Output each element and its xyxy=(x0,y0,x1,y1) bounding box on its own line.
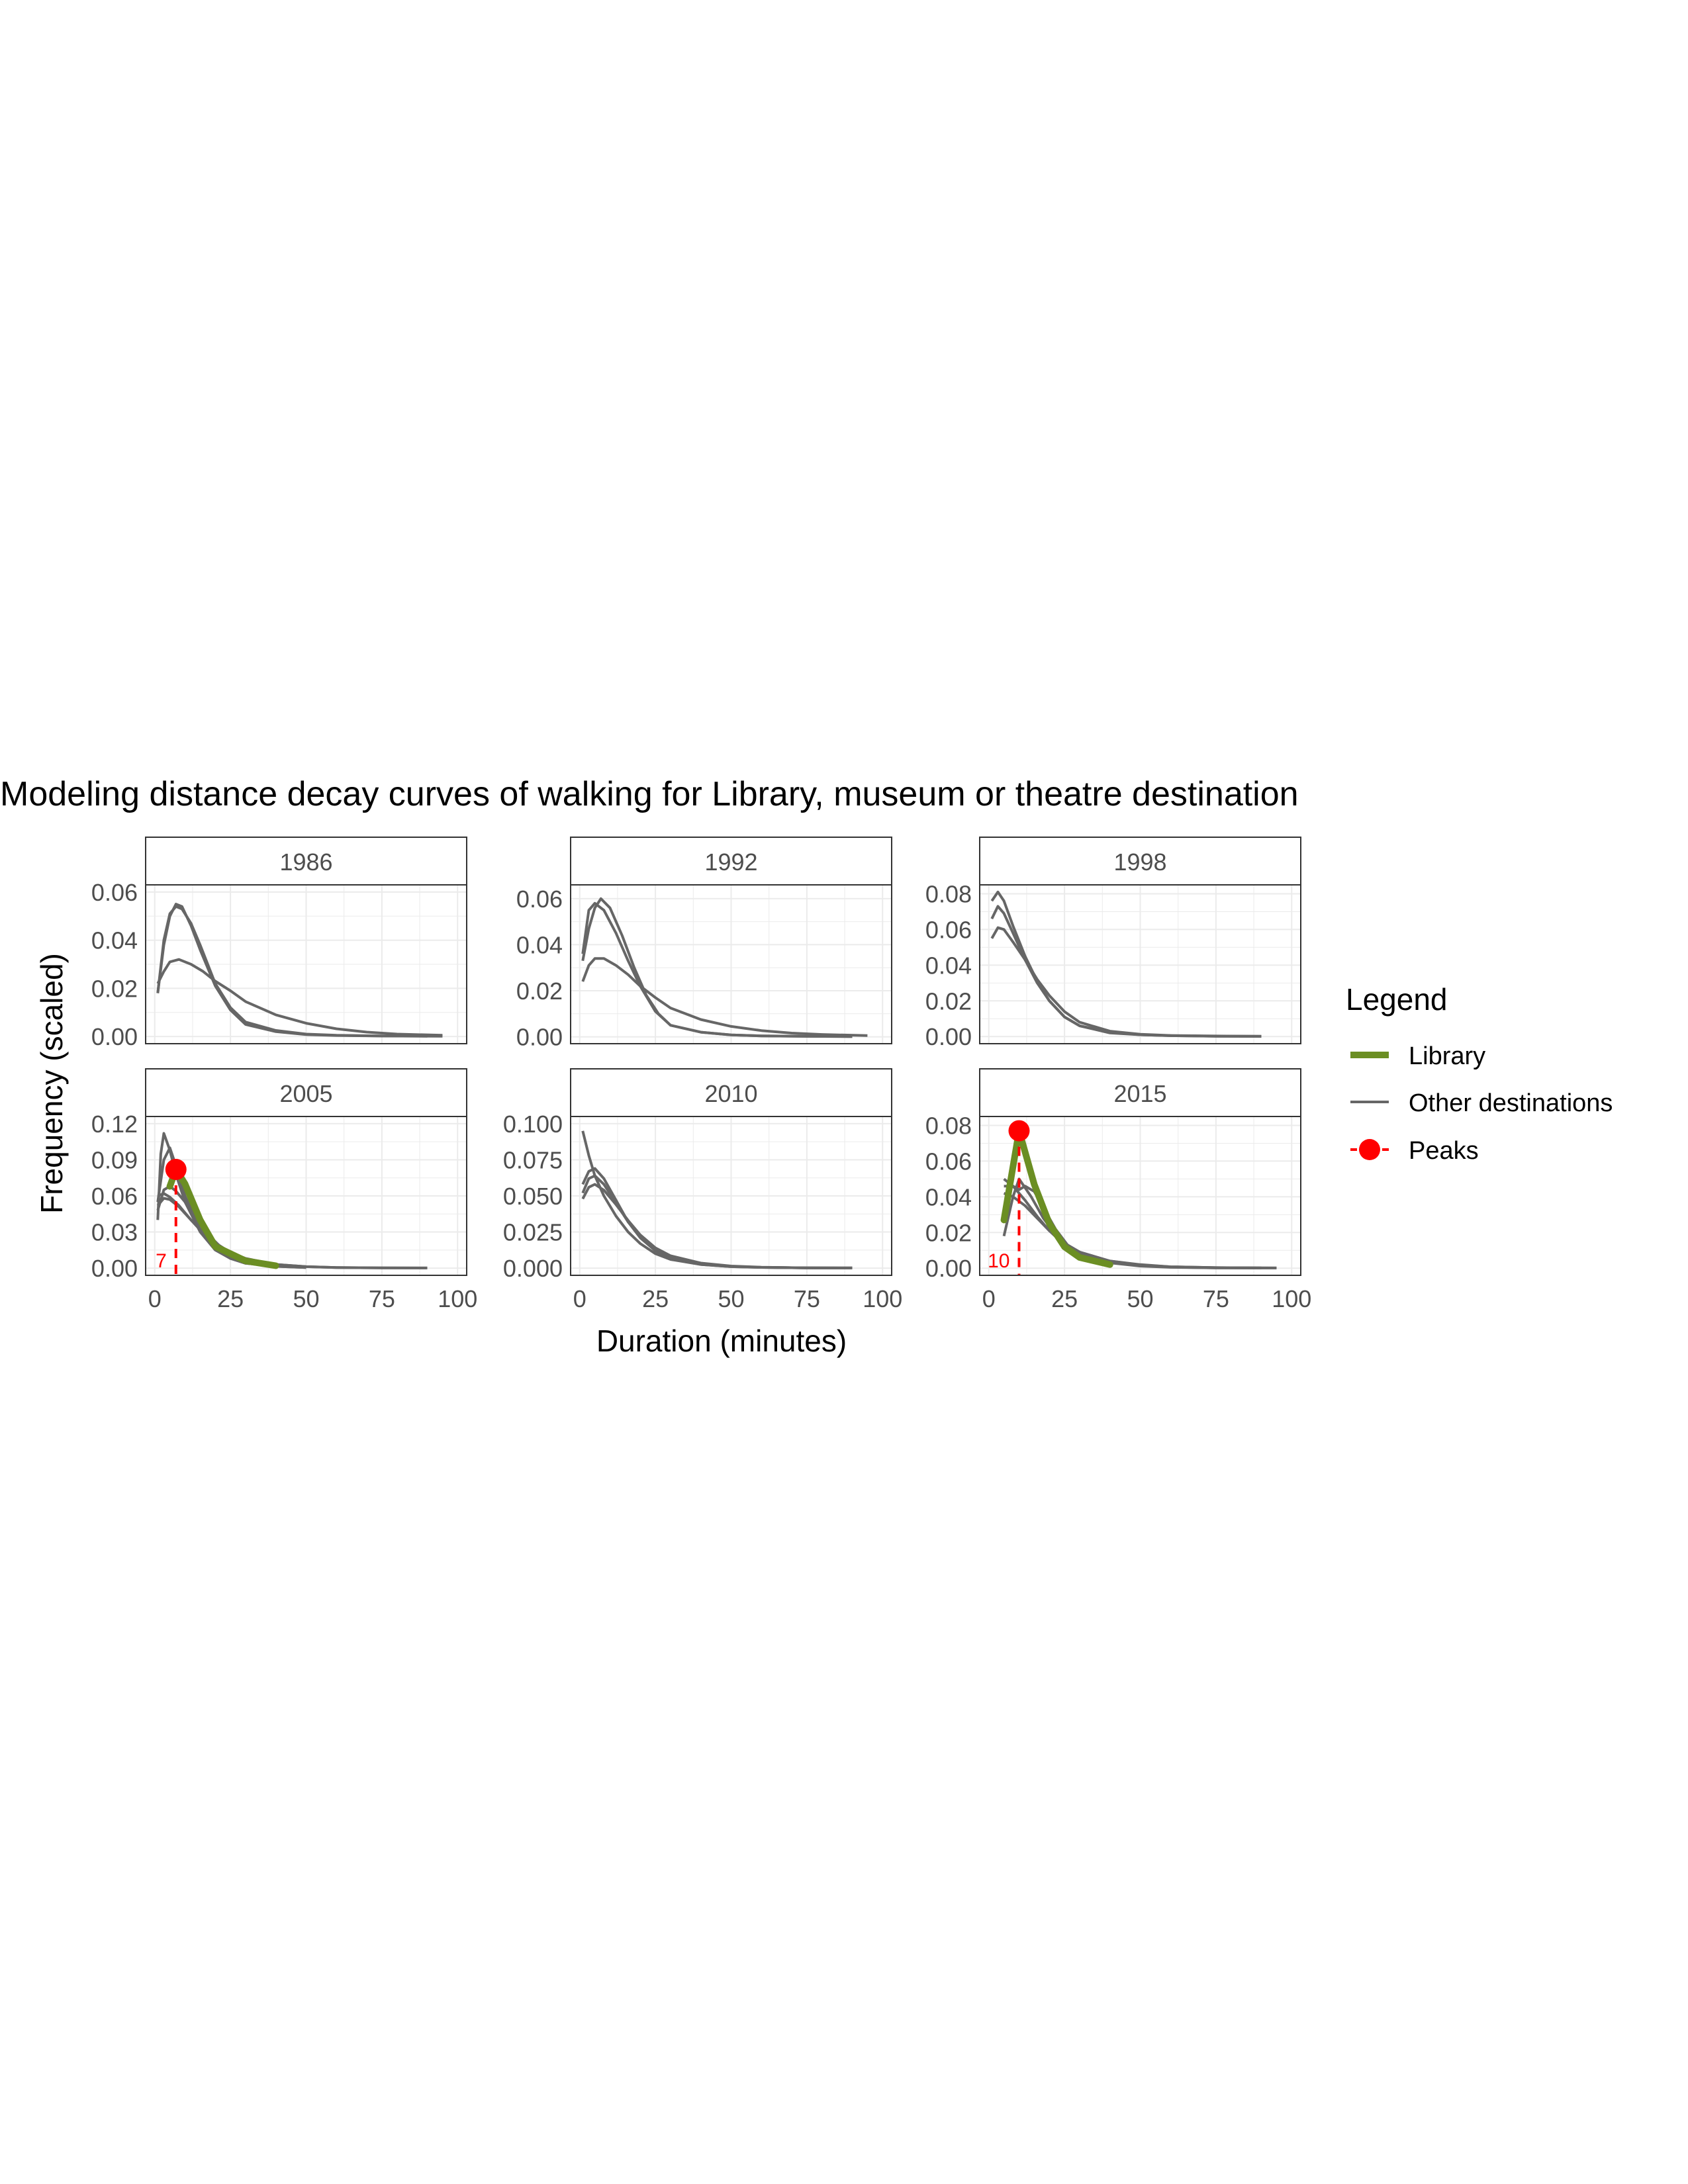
strip-1986 xyxy=(145,837,467,886)
y-tick-label: 0.08 xyxy=(925,880,972,907)
x-tick-label: 25 xyxy=(217,1285,244,1312)
y-tick-label: 0.04 xyxy=(925,1183,972,1210)
panel-2005: 2005 0.00 0.03 0.06 0.09 0.12 0 25 50 75 100 7 xyxy=(91,1068,477,1312)
panel-border-1986 xyxy=(145,884,467,1044)
x-tick-label: 0 xyxy=(982,1285,996,1312)
y-tick-label: 0.03 xyxy=(91,1219,138,1246)
y-tick-label: 0.02 xyxy=(516,978,563,1005)
y-tick-label: 0.050 xyxy=(503,1183,563,1210)
series-2015 xyxy=(1000,1127,1277,1269)
y-tick-label: 0.09 xyxy=(91,1146,138,1173)
y-tick-label: 0.00 xyxy=(925,1255,972,1282)
x-tick-label: 75 xyxy=(369,1285,395,1312)
y-tick-label: 0.06 xyxy=(925,1148,972,1175)
panel-2015: 2015 0.00 0.02 0.04 0.06 0.08 0 25 50 75 100 10 xyxy=(925,1068,1311,1312)
series-2010 xyxy=(581,1130,853,1269)
other-destination-line xyxy=(581,897,853,1038)
x-tick-label: 50 xyxy=(1127,1285,1153,1312)
legend-item-library: Library xyxy=(1350,1042,1485,1070)
other-destination-line xyxy=(156,903,428,1038)
x-axis-title: Duration (minutes) xyxy=(596,1324,847,1358)
panel-1992: 1992 0.00 0.02 0.04 0.06 xyxy=(516,837,892,1051)
other-destination-line xyxy=(156,958,443,1037)
y-tick-label: 0.06 xyxy=(516,886,563,913)
y-tick-label: 0.00 xyxy=(91,1023,138,1050)
y-tick-label: 0.02 xyxy=(925,987,972,1015)
x-tick-label: 0 xyxy=(573,1285,586,1312)
panel-border-2005 xyxy=(145,1116,467,1276)
series-1992 xyxy=(581,897,868,1038)
legend-key-peaks-point xyxy=(1359,1139,1380,1160)
strip-label-1998: 1998 xyxy=(1113,848,1166,876)
y-tick-label: 0.00 xyxy=(516,1024,563,1051)
legend-label-library: Library xyxy=(1409,1042,1485,1070)
x-tick-label: 25 xyxy=(642,1285,669,1312)
x-tick-label: 75 xyxy=(794,1285,820,1312)
strip-label-2005: 2005 xyxy=(279,1080,332,1107)
x-tick-label: 50 xyxy=(718,1285,744,1312)
x-tick-label: 100 xyxy=(438,1285,477,1312)
grid-2015 xyxy=(980,1116,1301,1275)
legend-title: Legend xyxy=(1346,982,1448,1017)
other-destination-line xyxy=(990,926,1262,1038)
strip-2005 xyxy=(145,1068,467,1117)
strip-label-2015: 2015 xyxy=(1113,1080,1166,1107)
panel-2010: 2010 0.000 0.025 0.050 0.075 0.100 0 25 50 75 100 xyxy=(503,1068,902,1312)
panel-1986: 1986 0.00 0.02 0.04 0.06 xyxy=(91,837,467,1050)
peak-label: 10 xyxy=(988,1250,1009,1272)
y-tick-label: 0.00 xyxy=(91,1255,138,1282)
other-destination-line xyxy=(581,957,868,1037)
y-tick-label: 0.12 xyxy=(91,1111,138,1138)
strip-1998 xyxy=(979,837,1301,886)
y-tick-label: 0.02 xyxy=(91,975,138,1002)
x-tick-label: 50 xyxy=(293,1285,319,1312)
grid-1992 xyxy=(571,885,892,1044)
grid-1998 xyxy=(980,885,1301,1044)
y-tick-label: 0.02 xyxy=(925,1219,972,1246)
peak-point xyxy=(1008,1120,1030,1142)
y-tick-label: 0.06 xyxy=(91,879,138,906)
panel-border-2010 xyxy=(570,1116,892,1276)
peak-label: 7 xyxy=(156,1250,167,1272)
chart-title: Modeling distance decay curves of walkin… xyxy=(0,775,1299,813)
y-tick-label: 0.025 xyxy=(503,1219,563,1246)
y-tick-label: 0.100 xyxy=(503,1111,563,1138)
y-axis-title: Frequency (scaled) xyxy=(34,953,69,1214)
x-tick-label: 100 xyxy=(1272,1285,1311,1312)
other-destination-line xyxy=(581,1183,853,1269)
y-tick-label: 0.075 xyxy=(503,1146,563,1173)
legend-item-peaks: Peaks xyxy=(1350,1137,1479,1165)
legend: Legend Library Other destinations Peaks xyxy=(1346,982,1613,1165)
strip-label-1986: 1986 xyxy=(279,848,332,876)
y-tick-label: 0.000 xyxy=(503,1255,563,1282)
panel-border-1998 xyxy=(979,884,1301,1044)
panel-1998: 1998 0.00 0.02 0.04 0.06 0.08 xyxy=(925,837,1301,1050)
x-tick-label: 25 xyxy=(1051,1285,1078,1312)
y-tick-label: 0.04 xyxy=(925,952,972,979)
y-tick-label: 0.00 xyxy=(925,1023,972,1050)
y-tick-label: 0.04 xyxy=(516,931,563,958)
x-tick-label: 100 xyxy=(863,1285,902,1312)
panel-border-1992 xyxy=(570,884,892,1044)
series-1998 xyxy=(990,890,1262,1038)
legend-label-peaks: Peaks xyxy=(1409,1137,1479,1165)
x-tick-label: 75 xyxy=(1203,1285,1229,1312)
strip-label-2010: 2010 xyxy=(704,1080,757,1107)
legend-item-other-destinations: Other destinations xyxy=(1350,1089,1613,1117)
y-tick-label: 0.08 xyxy=(925,1112,972,1139)
panels: 1986 0.00 0.02 0.04 0.06 1992 0.00 0.02 0.04 0.06… xyxy=(91,837,1311,1312)
panel-border-2015 xyxy=(979,1116,1301,1276)
x-tick-label: 0 xyxy=(148,1285,162,1312)
y-tick-label: 0.06 xyxy=(925,916,972,943)
y-tick-label: 0.06 xyxy=(91,1183,138,1210)
series-1986 xyxy=(156,903,443,1038)
peak-point xyxy=(165,1159,187,1180)
legend-label-other-destinations: Other destinations xyxy=(1409,1089,1613,1117)
strip-label-1992: 1992 xyxy=(704,848,757,876)
y-tick-label: 0.04 xyxy=(91,927,138,954)
